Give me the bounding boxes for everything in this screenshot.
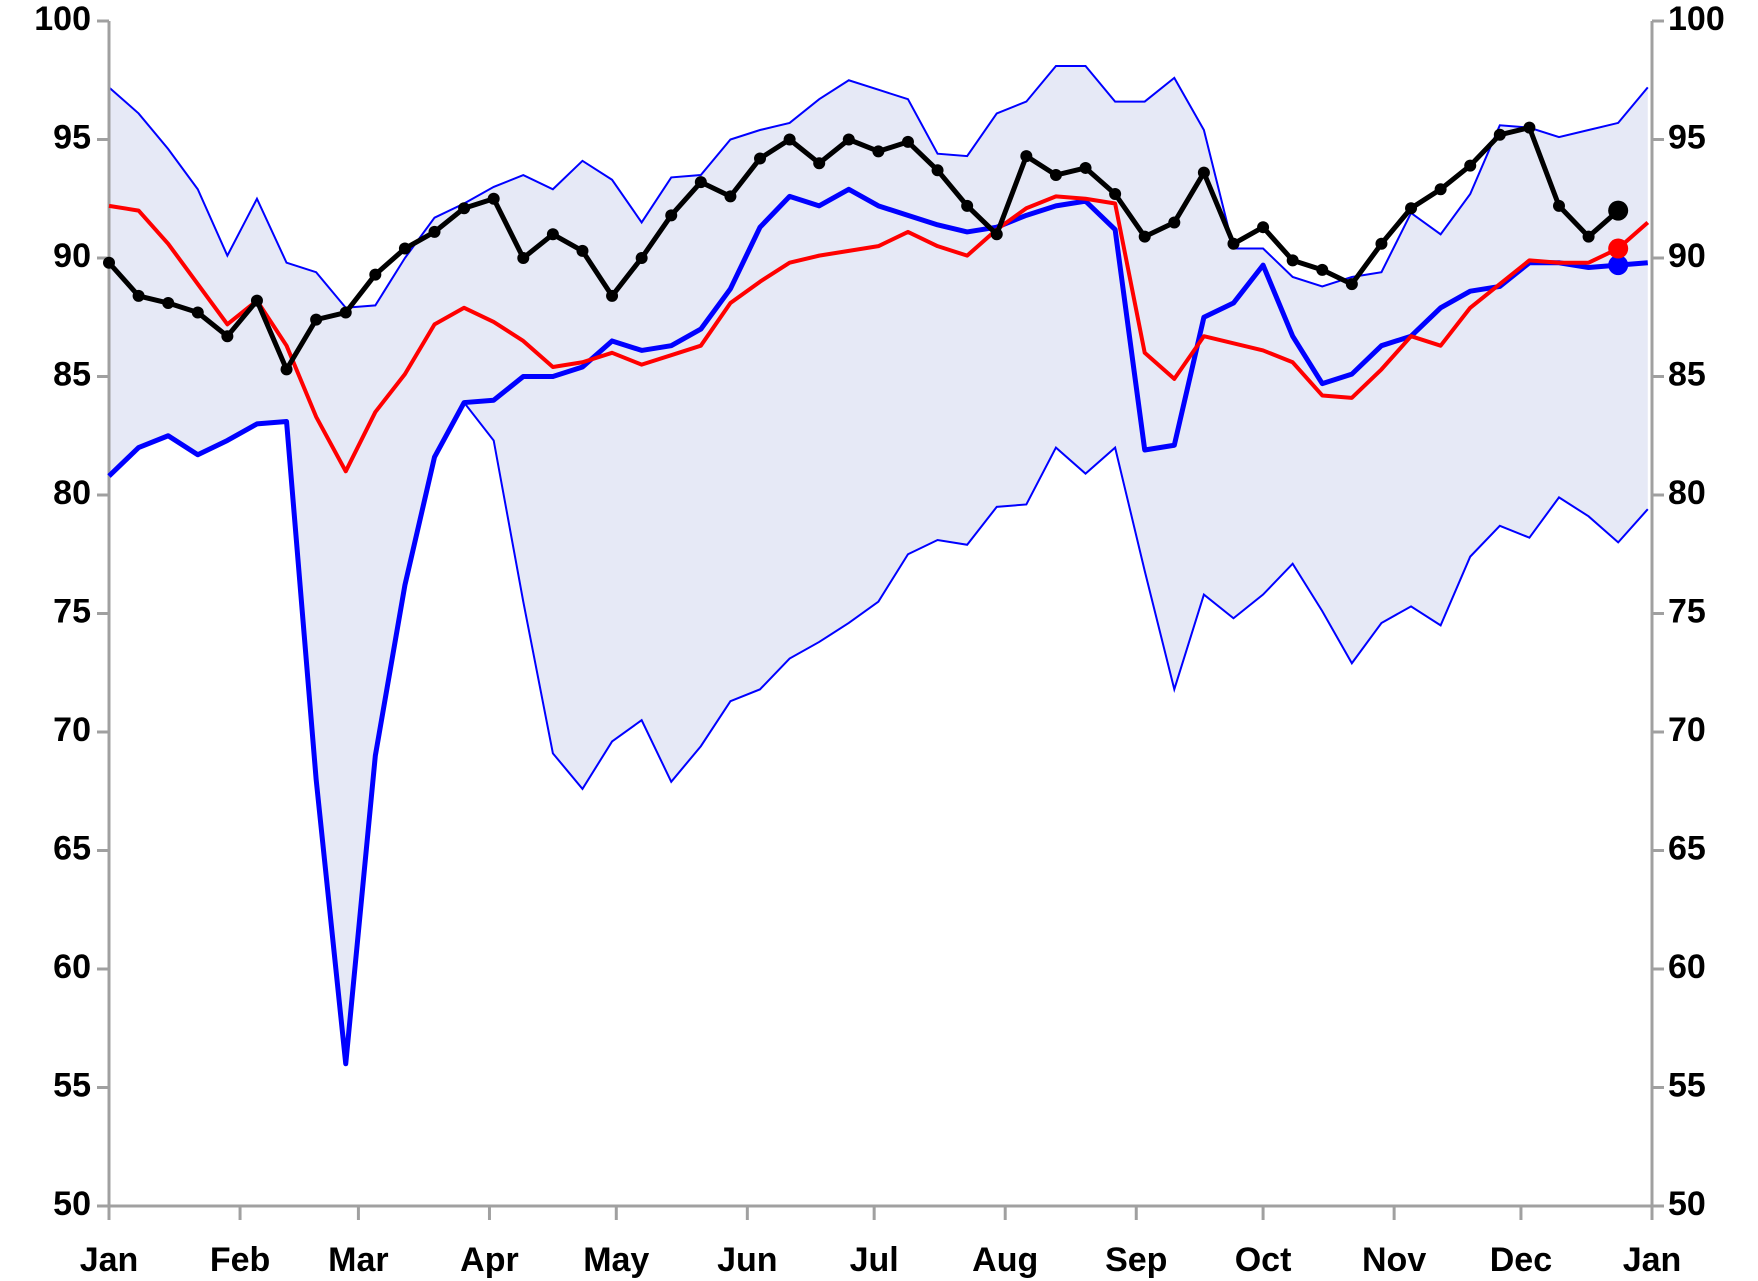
series-marker (546, 228, 559, 241)
series-marker (990, 228, 1003, 241)
x-tick-label: Nov (1362, 1241, 1426, 1279)
series-marker (1257, 221, 1270, 234)
band-area (109, 66, 1648, 1064)
series-marker (339, 306, 352, 319)
x-tick-label: Dec (1490, 1241, 1552, 1279)
series-line (107, 186, 1648, 1067)
y2-tick-label: 85 (1668, 355, 1706, 393)
series-marker (103, 256, 115, 269)
highlight-marker (1608, 255, 1629, 276)
series-marker (901, 135, 914, 148)
x-tick-label: Aug (972, 1241, 1038, 1279)
y2-tick-label: 90 (1668, 237, 1706, 275)
series-marker (458, 202, 471, 215)
series-marker (310, 313, 323, 326)
series-marker (1434, 183, 1447, 196)
series-marker (1227, 237, 1240, 250)
x-tick-label: Jul (850, 1241, 899, 1279)
y-tick-label: 100 (34, 0, 91, 38)
y-tick-label: 60 (53, 948, 91, 986)
y-tick-label: 50 (53, 1185, 91, 1223)
highlight-marker (1608, 238, 1629, 259)
series-marker (221, 330, 234, 343)
x-tick-label: Mar (328, 1241, 388, 1279)
band-upper-line (108, 65, 1649, 309)
y2-tick-label: 65 (1668, 829, 1706, 867)
highlight-marker (1608, 200, 1629, 221)
series-marker (872, 145, 885, 158)
y-tick-label: 90 (53, 237, 91, 275)
series-marker (931, 164, 944, 177)
series-marker (1079, 161, 1092, 174)
series-marker (694, 176, 707, 189)
series-marker (487, 192, 500, 205)
series-marker (398, 242, 411, 255)
series-marker (1286, 254, 1299, 267)
y2-tick-label: 95 (1668, 118, 1706, 156)
series-line (107, 125, 1620, 372)
series-marker (517, 252, 530, 264)
x-tick-label: Oct (1235, 1241, 1292, 1279)
x-tick-label: Feb (210, 1241, 270, 1279)
series-marker (635, 252, 648, 264)
series-marker (754, 152, 767, 165)
x-tick-label: Apr (460, 1241, 519, 1279)
series-marker (1552, 199, 1565, 212)
y-tick-label: 95 (53, 118, 91, 156)
x-tick-label: Jan (1623, 1241, 1682, 1279)
series-marker (665, 209, 678, 222)
y-tick-label: 75 (53, 592, 91, 630)
series-marker (1020, 150, 1033, 163)
y2-tick-label: 75 (1668, 592, 1706, 630)
y2-tick-label: 60 (1668, 948, 1706, 986)
x-tick-label: Sep (1105, 1241, 1167, 1279)
series-marker (1109, 188, 1122, 201)
series-marker (250, 294, 263, 307)
series-marker (428, 225, 441, 238)
series-marker (1464, 159, 1477, 172)
series-marker (1049, 169, 1062, 182)
series-marker (1316, 263, 1329, 276)
x-tick-label: May (583, 1241, 649, 1279)
series-marker (724, 190, 737, 203)
y-tick-label: 70 (53, 711, 91, 749)
series-marker (191, 306, 204, 319)
series-marker (280, 363, 293, 376)
y2-tick-label: 50 (1668, 1185, 1706, 1223)
series-marker (1405, 202, 1418, 215)
series-marker (132, 289, 145, 302)
y2-tick-label: 70 (1668, 711, 1706, 749)
series-marker (162, 297, 175, 310)
series-marker (369, 268, 382, 281)
series-marker (813, 157, 826, 170)
series-marker (1138, 230, 1151, 243)
series-marker (842, 133, 855, 146)
series-marker (1197, 166, 1210, 179)
y2-tick-label: 55 (1668, 1066, 1706, 1104)
y-tick-label: 85 (53, 355, 91, 393)
series-marker (606, 289, 619, 302)
y-tick-label: 55 (53, 1066, 91, 1104)
x-tick-label: Jan (80, 1241, 139, 1279)
series-marker (576, 244, 589, 257)
series-marker (961, 199, 974, 212)
y2-tick-label: 100 (1668, 0, 1725, 38)
x-tick-label: Jun (717, 1241, 777, 1279)
series-marker (1493, 128, 1506, 141)
series-line (108, 194, 1650, 474)
series-marker (1523, 121, 1536, 134)
series-marker (1168, 216, 1181, 229)
series-marker (783, 133, 796, 146)
series-marker (1345, 278, 1358, 291)
series-marker (1375, 237, 1388, 250)
y2-tick-label: 80 (1668, 474, 1706, 512)
y-tick-label: 65 (53, 829, 91, 867)
y-tick-label: 80 (53, 474, 91, 512)
series-marker (1582, 230, 1595, 243)
